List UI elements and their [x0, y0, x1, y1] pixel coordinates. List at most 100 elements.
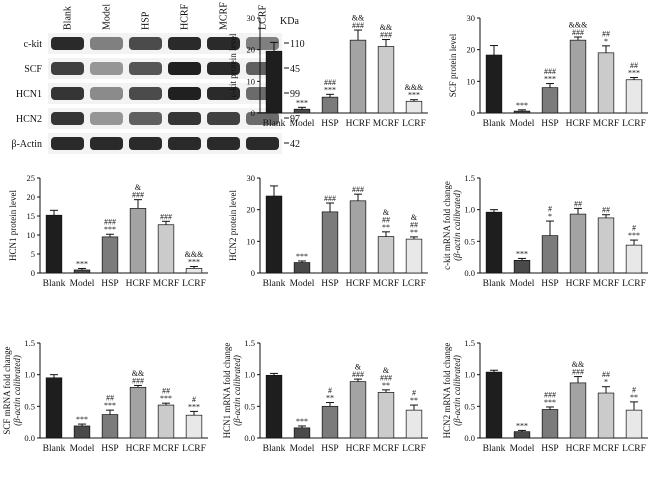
- significance-mark: ***: [544, 75, 556, 84]
- x-tick-label: Blank: [263, 444, 286, 454]
- significance-mark: &&: [352, 14, 365, 23]
- western-blot-panel: Blank Model HSP HCRF MCRF LCRF KDa c-kit 110 SCF 4…: [11, 2, 305, 154]
- significance-mark: ##: [410, 220, 418, 229]
- chart-panel: 0 10 20 30 c-kit protein level Blank *** Model #…: [228, 13, 428, 129]
- bar-mcrf: [597, 217, 615, 274]
- bar-lcrf: [185, 414, 203, 439]
- significance-mark: ##: [106, 394, 114, 403]
- significance-mark: ###: [544, 390, 556, 399]
- significance-mark: **: [382, 381, 390, 390]
- blot-lane-label: MCRF: [219, 2, 230, 30]
- significance-mark: ***: [160, 394, 172, 403]
- y-tick-label: 1.5: [24, 338, 35, 348]
- x-tick-label: HCRF: [346, 119, 371, 129]
- bar-mcrf: [157, 224, 175, 274]
- blot-band: [51, 62, 84, 75]
- bar-mcrf: [597, 392, 615, 439]
- x-tick-label: Model: [510, 444, 535, 454]
- x-tick-label: HSP: [321, 279, 338, 289]
- x-tick-label: MCRF: [593, 119, 619, 129]
- y-tick-label: 1.5: [244, 338, 255, 348]
- blot-band: [129, 87, 162, 100]
- significance-mark: ***: [188, 258, 200, 267]
- x-tick-label: LCRF: [182, 444, 206, 454]
- bar-blank: [45, 214, 63, 274]
- blot-kda-value: 97: [290, 114, 300, 125]
- x-tick-label: HCRF: [346, 279, 371, 289]
- y-tick-label: 1.0: [244, 370, 255, 380]
- bar-hsp: [541, 87, 559, 114]
- bar-hsp: [321, 96, 339, 114]
- significance-mark: ##: [162, 387, 170, 396]
- y-tick-label: 30: [467, 13, 476, 23]
- bar-blank: [485, 371, 503, 439]
- significance-mark: ###: [104, 218, 116, 227]
- bar-mcrf: [377, 392, 395, 439]
- y-axis-label: HCN2 mRNA fold change: [442, 343, 452, 439]
- y-axis-label-secondary: (β-actin calibrated): [452, 355, 462, 426]
- blot-row-label: HCN2: [16, 114, 42, 125]
- bar-blank: [485, 211, 503, 274]
- significance-mark: ***: [104, 225, 116, 234]
- significance-mark: &&: [132, 369, 145, 378]
- x-tick-label: LCRF: [622, 444, 646, 454]
- chart-panel: 0.0 0.5 1.0 1.5 HCN1 mRNA fold change (β-acti…: [222, 338, 428, 454]
- significance-mark: ##: [602, 206, 610, 215]
- significance-mark: &&&: [185, 250, 204, 259]
- blot-kda-header: KDa: [280, 16, 299, 27]
- significance-mark: ***: [544, 398, 556, 407]
- bar-hcrf: [129, 208, 147, 274]
- significance-mark: ***: [104, 401, 116, 410]
- x-tick-label: LCRF: [622, 119, 646, 129]
- blot-band: [168, 37, 201, 50]
- bar-hsp: [101, 236, 119, 274]
- bar-lcrf: [625, 409, 643, 439]
- significance-mark: &: [383, 208, 390, 217]
- significance-mark: **: [410, 396, 418, 405]
- bar-blank: [265, 195, 283, 274]
- y-tick-label: 0: [471, 108, 475, 118]
- blot-lane-label: HSP: [141, 11, 152, 30]
- y-tick-label: 0.5: [244, 401, 255, 411]
- significance-mark: ###: [572, 368, 584, 377]
- chart-panel: 0 5 10 15 20 25 HCN1 protein level Blank *** Mode…: [8, 173, 208, 289]
- x-tick-label: LCRF: [622, 279, 646, 289]
- y-tick-label: 0: [31, 268, 35, 278]
- blot-band: [90, 112, 123, 125]
- blot-band: [90, 37, 123, 50]
- y-axis-label: SCF mRNA fold change: [2, 346, 12, 434]
- x-tick-label: Blank: [43, 279, 66, 289]
- bar-lcrf: [625, 79, 643, 114]
- bar-hcrf: [349, 39, 367, 114]
- y-axis-label-secondary: (β-actin calibrated): [12, 355, 22, 426]
- significance-mark: ###: [352, 370, 364, 379]
- blot-kda-value: 45: [290, 64, 300, 75]
- blot-band: [246, 112, 279, 125]
- bar-model: [293, 427, 311, 439]
- significance-mark: ###: [352, 185, 364, 194]
- bar-hcrf: [569, 213, 587, 274]
- bar-model: [513, 110, 531, 114]
- x-tick-label: Blank: [43, 444, 66, 454]
- bar-blank: [265, 374, 283, 439]
- y-tick-label: 25: [27, 173, 36, 183]
- significance-mark: ***: [188, 402, 200, 411]
- chart-panel: 0.0 0.5 1.0 1.5 SCF mRNA fold change (β-actin…: [2, 338, 208, 454]
- bar-hcrf: [569, 39, 587, 114]
- x-tick-label: Model: [290, 119, 315, 129]
- bar-hsp: [321, 405, 339, 439]
- y-axis-label: c-kit protein level: [228, 33, 238, 97]
- y-axis-label: SCF protein level: [448, 33, 458, 97]
- blot-row-label: c-kit: [24, 39, 43, 50]
- x-tick-label: MCRF: [373, 119, 399, 129]
- x-tick-label: LCRF: [182, 279, 206, 289]
- significance-mark: ###: [572, 28, 584, 37]
- bar-mcrf: [377, 46, 395, 114]
- bar-model: [513, 431, 531, 439]
- bar-model: [293, 108, 311, 114]
- x-tick-label: MCRF: [153, 444, 179, 454]
- x-tick-label: Blank: [263, 119, 286, 129]
- y-axis-label: HCN1 protein level: [8, 190, 18, 261]
- bar-blank: [265, 50, 283, 114]
